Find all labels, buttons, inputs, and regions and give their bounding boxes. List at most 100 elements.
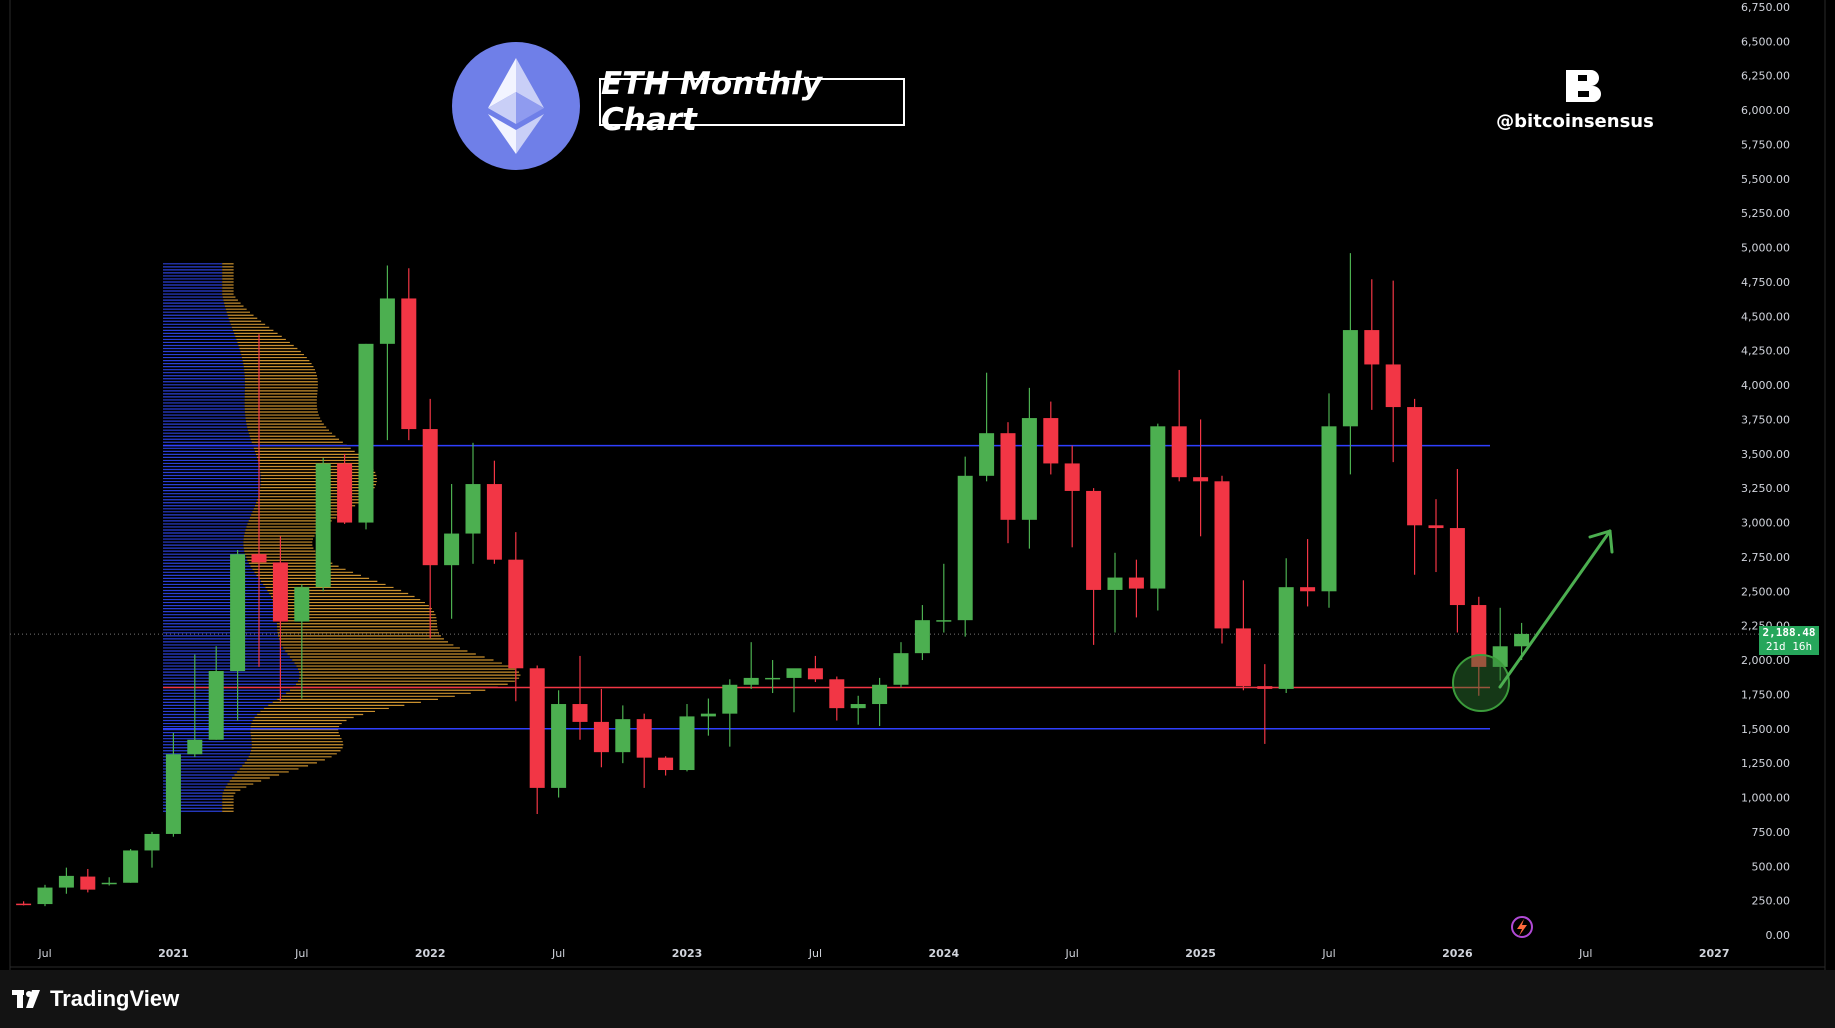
candle[interactable] — [936, 563, 952, 633]
candle[interactable] — [807, 655, 823, 683]
candle[interactable] — [187, 654, 203, 757]
candle-body — [807, 668, 823, 680]
candle[interactable] — [1150, 423, 1166, 611]
x-tick-label: 2022 — [415, 947, 446, 960]
candle[interactable] — [208, 646, 224, 740]
candle[interactable] — [615, 705, 631, 764]
candle[interactable] — [58, 867, 74, 894]
candle-body — [379, 298, 395, 344]
bitcoinsensus-logo-icon — [1566, 70, 1601, 102]
y-tick-label: 2,500.00 — [1741, 585, 1790, 598]
y-tick-label: 2,000.00 — [1741, 654, 1790, 667]
candle[interactable] — [1449, 468, 1465, 633]
candle[interactable] — [700, 698, 716, 736]
candle[interactable] — [914, 605, 930, 661]
candle[interactable] — [593, 688, 609, 768]
candle[interactable] — [1086, 488, 1102, 645]
candle[interactable] — [786, 668, 802, 713]
candle[interactable] — [658, 756, 674, 776]
candle[interactable] — [850, 695, 866, 725]
candle[interactable] — [80, 869, 96, 893]
lightning-icon[interactable] — [1511, 916, 1533, 938]
candle[interactable] — [315, 457, 331, 592]
candle[interactable] — [765, 660, 781, 694]
candle[interactable] — [294, 584, 310, 699]
candle[interactable] — [337, 453, 353, 524]
candle[interactable] — [1107, 552, 1123, 633]
candle[interactable] — [230, 550, 246, 721]
candle-body — [743, 677, 759, 685]
candle[interactable] — [979, 372, 995, 482]
candle[interactable] — [1385, 280, 1401, 463]
price-axis[interactable]: 0.00 250.00 500.00 750.00 1,000.00 1,250.00 1,… — [1741, 1, 1790, 942]
candle-body — [551, 704, 567, 788]
candle-body — [486, 484, 502, 560]
candle-body — [1086, 490, 1102, 590]
candle[interactable] — [1128, 559, 1144, 618]
candle[interactable] — [358, 343, 374, 530]
candle[interactable] — [829, 676, 845, 721]
candle[interactable] — [144, 831, 160, 868]
candle[interactable] — [1300, 539, 1316, 607]
candle-body — [765, 677, 781, 680]
candle[interactable] — [37, 884, 53, 907]
tradingview-logo-icon — [12, 990, 40, 1008]
x-tick-label: Jul — [551, 947, 565, 960]
candle[interactable] — [379, 265, 395, 441]
candle-body — [786, 668, 802, 678]
candle[interactable] — [551, 690, 567, 798]
candle[interactable] — [636, 713, 652, 788]
candle[interactable] — [165, 732, 181, 837]
candle[interactable] — [1235, 580, 1251, 691]
candle-body — [957, 475, 973, 621]
candle[interactable] — [1321, 393, 1337, 608]
candle[interactable] — [957, 456, 973, 637]
current-price-label: 2,188.48 21d 16h — [1759, 626, 1819, 655]
candle[interactable] — [1407, 398, 1423, 575]
candle[interactable] — [251, 334, 267, 667]
candle[interactable] — [1471, 596, 1487, 696]
candle[interactable] — [572, 655, 588, 740]
candle[interactable] — [123, 849, 139, 883]
candle[interactable] — [1043, 401, 1059, 475]
candle[interactable] — [1364, 279, 1380, 410]
candle[interactable] — [1342, 253, 1358, 475]
y-tick-label: 500.00 — [1752, 860, 1791, 873]
candle[interactable] — [679, 704, 695, 772]
candle[interactable] — [1064, 445, 1080, 548]
candle[interactable] — [1021, 387, 1037, 549]
candle[interactable] — [486, 460, 502, 564]
candle[interactable] — [722, 679, 738, 747]
candle-body — [337, 463, 353, 523]
candle[interactable] — [743, 642, 759, 689]
candle[interactable] — [529, 665, 545, 815]
x-tick-label: 2021 — [158, 947, 189, 960]
candle[interactable] — [272, 536, 288, 702]
candle[interactable] — [401, 268, 417, 441]
candle[interactable] — [1428, 499, 1444, 573]
candle[interactable] — [893, 642, 909, 688]
candle[interactable] — [465, 442, 481, 564]
candle[interactable] — [1000, 422, 1016, 544]
candle-body — [1193, 477, 1209, 482]
candle[interactable] — [1214, 475, 1230, 644]
tradingview-brand[interactable]: TradingView — [12, 986, 179, 1012]
candle-body — [294, 587, 310, 622]
candle[interactable] — [872, 677, 888, 727]
candle[interactable] — [444, 484, 460, 619]
candle[interactable] — [1171, 369, 1187, 482]
candle[interactable] — [422, 398, 438, 639]
candle-body — [722, 684, 738, 714]
candle[interactable] — [16, 901, 32, 906]
candle[interactable] — [1278, 558, 1294, 694]
candle[interactable] — [1492, 607, 1508, 681]
x-tick-label: Jul — [37, 947, 51, 960]
candle[interactable] — [508, 532, 524, 702]
candle[interactable] — [1193, 419, 1209, 537]
candle-body — [572, 704, 588, 722]
candle[interactable] — [1257, 664, 1273, 744]
x-tick-label: 2024 — [928, 947, 959, 960]
time-axis[interactable]: Jul 2021 Jul 2022 Jul 2023 Jul 2024 Jul 2025 Jul 20… — [37, 947, 1729, 960]
candle[interactable] — [101, 877, 117, 886]
